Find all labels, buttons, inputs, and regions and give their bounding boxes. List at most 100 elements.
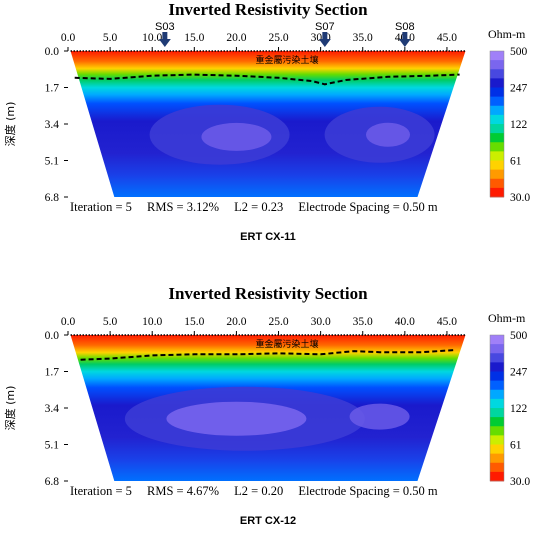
iteration-stat: Iteration = 5 [70, 200, 132, 214]
chart-title: Inverted Resistivity Section [168, 0, 368, 19]
y-tick-label: 0.0 [45, 46, 60, 58]
x-tick-label: 0.0 [61, 32, 76, 44]
colorbar-frame [489, 50, 505, 198]
section-anomalies [124, 386, 410, 451]
resistive-core [166, 401, 307, 436]
y-tick-label: 5.1 [45, 156, 60, 168]
y-axis-label: 深度 (m) [3, 386, 17, 431]
y-tick-label: 6.8 [45, 192, 60, 204]
marker-arrow-shaft [402, 32, 408, 40]
well-marker-label: S08 [395, 21, 415, 33]
resistivity-section-chart: 重金屬污染土壤0.05.010.015.020.025.030.035.040.… [3, 21, 530, 204]
colorbar-segment [490, 160, 504, 171]
x-tick-label: 15.0 [184, 32, 204, 44]
colorbar-tick-label: 500 [510, 330, 528, 342]
x-tick-label: 45.0 [437, 32, 457, 44]
colorbar-segment [490, 471, 504, 482]
iteration-stat: Iteration = 5 [70, 484, 132, 498]
colorbar-segment [490, 344, 504, 354]
arrow-down-icon [158, 39, 171, 47]
colorbar-segment [490, 417, 504, 427]
x-tick-label: 10.0 [142, 32, 162, 44]
colorbar-segment [490, 371, 504, 382]
x-tick-label: 20.0 [226, 316, 246, 328]
rms-stat: RMS = 4.67% [147, 484, 220, 498]
ert-panel-cx-11: Inverted Resistivity Section 重金屬污染土壤 0.0 5… [0, 0, 536, 272]
colorbar-tick-label: 30.0 [510, 476, 530, 488]
l2-stat: L2 = 0.20 [234, 484, 284, 498]
contamination-boundary-line [80, 349, 456, 361]
colorbar-segment [490, 96, 504, 107]
colorbar-segment [490, 169, 504, 180]
x-tick-label: 5.0 [103, 32, 118, 44]
inversion-stats: Iteration = 5 RMS = 3.12% L2 = 0.23 Elec… [70, 200, 450, 215]
y-tick-label: 1.7 [45, 83, 60, 95]
contamination-boundary-line [74, 73, 460, 86]
colorbar-segment [490, 178, 504, 189]
x-tick-label: 0.0 [61, 316, 76, 328]
y-tick-label: 3.4 [45, 119, 60, 131]
well-marker: S03 [155, 21, 175, 47]
colorbar-segment [490, 124, 504, 134]
colorbar-tick-label: 500 [510, 46, 528, 58]
figure-caption: ERT CX-12 [239, 515, 297, 527]
colorbar-segment [490, 69, 504, 79]
colorbar-tick-label: 122 [510, 119, 528, 131]
colorbar [489, 50, 505, 198]
colorbar-tick-label: 247 [510, 367, 528, 379]
resistive-core [201, 122, 272, 151]
arrow-down-icon [318, 39, 331, 47]
colorbar-tick-label: 247 [510, 83, 528, 95]
colorbar-segment [490, 51, 504, 61]
x-tick-label: 35.0 [353, 32, 373, 44]
colorbar-segment [490, 105, 504, 116]
colorbar-segment [490, 408, 504, 418]
y-tick-label: 0.0 [45, 330, 60, 342]
colorbar-segment [490, 444, 504, 455]
y-tick-label: 6.8 [45, 476, 60, 488]
l2-stat: L2 = 0.23 [234, 200, 284, 214]
x-tick-label: 15.0 [184, 316, 204, 328]
well-marker: S07 [315, 21, 335, 47]
colorbar-tick-label: 61 [510, 440, 522, 452]
marker-arrow-shaft [322, 32, 328, 40]
colorbar [489, 334, 505, 482]
colorbar-segment [490, 87, 504, 98]
x-tick-label: 25.0 [268, 316, 288, 328]
y-tick-label: 3.4 [45, 403, 60, 415]
colorbar-segment [490, 398, 504, 409]
colorbar-segment [490, 453, 504, 464]
x-tick-label: 5.0 [103, 316, 118, 328]
colorbar-segment [490, 426, 504, 436]
rms-stat: RMS = 3.12% [147, 200, 220, 214]
y-tick-label: 5.1 [45, 440, 60, 452]
colorbar-segment [490, 335, 504, 345]
colorbar-segment [490, 114, 504, 125]
colorbar-tick-label: 122 [510, 403, 528, 415]
colorbar-segment [490, 462, 504, 473]
spacing-stat: Electrode Spacing = 0.50 m [298, 484, 438, 498]
contamination-annotation: 重金屬污染土壤 [255, 338, 318, 350]
colorbar-segment [490, 133, 504, 143]
resistive-core [366, 122, 410, 147]
arrow-down-icon [398, 39, 411, 47]
resistive-core [349, 403, 410, 430]
colorbar-segment [490, 187, 504, 198]
colorbar-segment [490, 151, 504, 161]
section-anomalies [149, 104, 435, 165]
x-tick-label: 45.0 [437, 316, 457, 328]
well-marker-label: S03 [155, 21, 175, 33]
well-marker: S08 [395, 21, 415, 47]
colorbar-tick-label: 61 [510, 156, 522, 168]
colorbar-segment [490, 389, 504, 400]
spacing-stat: Electrode Spacing = 0.50 m [298, 200, 438, 214]
x-tick-label: 10.0 [142, 316, 162, 328]
colorbar-segment [490, 435, 504, 445]
colorbar-segment [490, 142, 504, 152]
x-tick-label: 30.0 [311, 316, 331, 328]
ert-panel-cx-12: Inverted Resistivity Section 重金屬污染土壤 0.0 5… [0, 284, 536, 556]
colorbar-tick-label: 30.0 [510, 192, 530, 204]
colorbar-frame [489, 334, 505, 482]
colorbar-segment [490, 353, 504, 363]
